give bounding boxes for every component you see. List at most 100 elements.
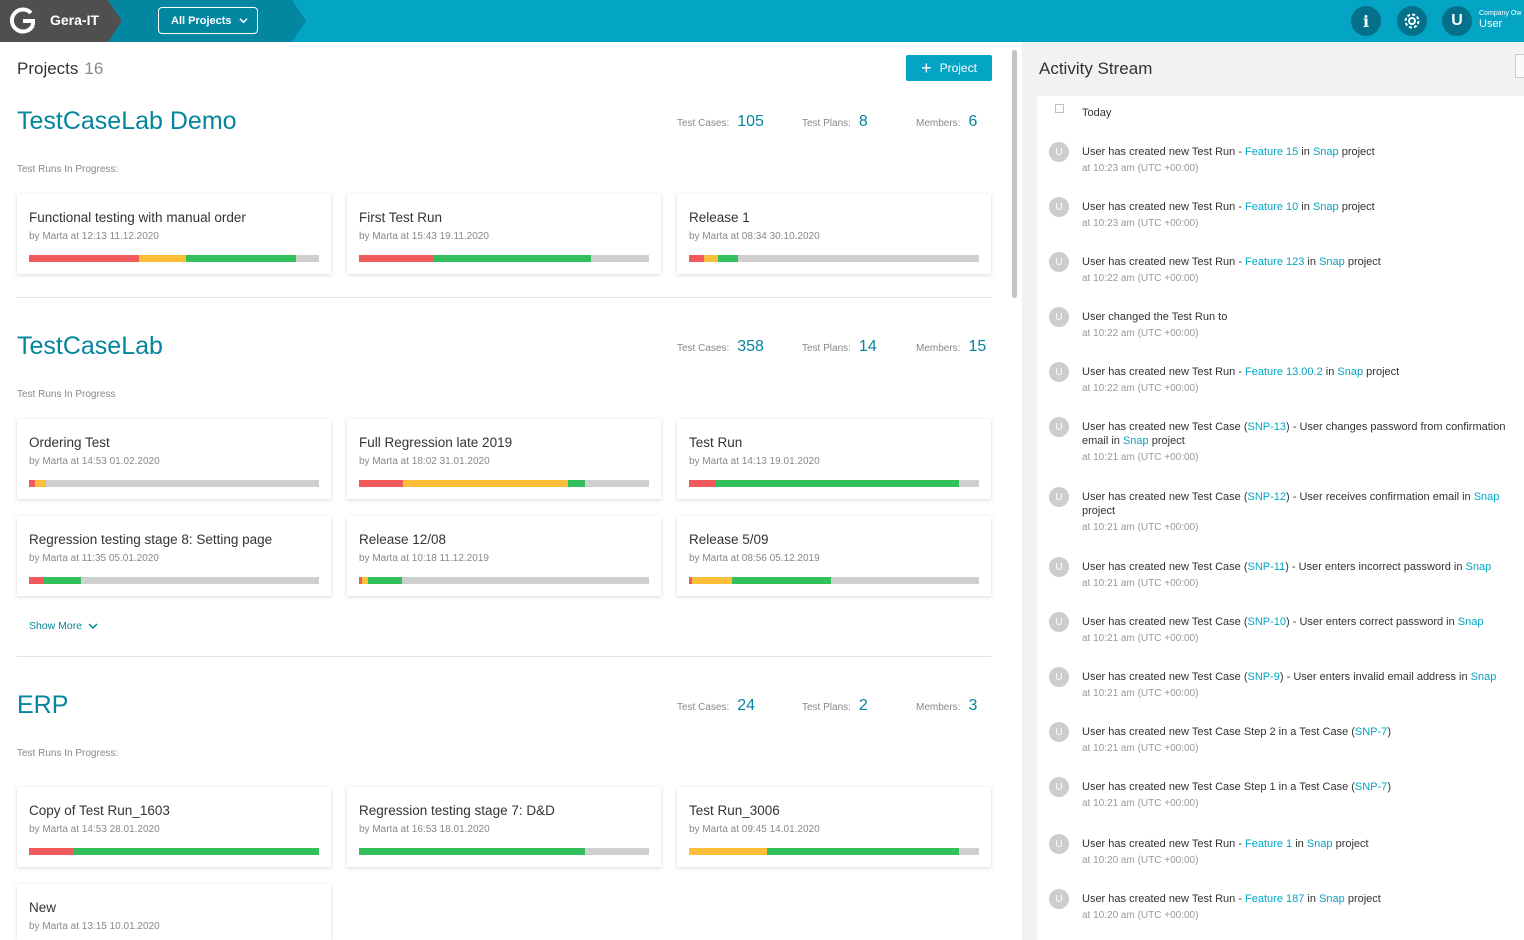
user-avatar-button[interactable]: U bbox=[1442, 6, 1472, 36]
user-avatar[interactable]: U bbox=[1049, 612, 1069, 632]
stat-label: Test Cases: bbox=[677, 702, 730, 713]
test-run-card[interactable]: Regression testing stage 7: D&D by Marta… bbox=[347, 787, 661, 867]
settings-button[interactable] bbox=[1397, 6, 1427, 36]
progress-segment-green bbox=[732, 577, 832, 584]
test-run-card[interactable]: Full Regression late 2019 by Marta at 18… bbox=[347, 419, 661, 499]
activity-link[interactable]: Snap bbox=[1122, 435, 1149, 447]
test-run-card[interactable]: Release 1 by Marta at 08:34 30.10.2020 bbox=[677, 194, 991, 274]
user-avatar[interactable]: U bbox=[1049, 142, 1069, 162]
progress-segment-green bbox=[367, 577, 403, 584]
activity-text-part: ) bbox=[1387, 726, 1391, 738]
user-avatar[interactable]: U bbox=[1049, 667, 1069, 687]
activity-link[interactable]: SNP-10 bbox=[1247, 616, 1287, 628]
test-run-card[interactable]: First Test Run by Marta at 15:43 19.11.2… bbox=[347, 194, 661, 274]
user-avatar[interactable]: U bbox=[1049, 487, 1069, 507]
activity-link[interactable]: Snap bbox=[1465, 561, 1492, 573]
activity-text-part: project bbox=[1082, 505, 1116, 517]
user-avatar[interactable]: U bbox=[1049, 252, 1069, 272]
progress-bar bbox=[29, 255, 319, 262]
user-avatar[interactable]: U bbox=[1049, 777, 1069, 797]
user-avatar[interactable]: U bbox=[1049, 197, 1069, 217]
stat-value[interactable]: 105 bbox=[737, 113, 764, 130]
user-avatar[interactable]: U bbox=[1049, 307, 1069, 327]
test-run-card[interactable]: Ordering Test by Marta at 14:53 01.02.20… bbox=[17, 419, 331, 499]
activity-link[interactable]: Feature 1 bbox=[1245, 838, 1293, 850]
gera-logo-icon[interactable] bbox=[9, 7, 37, 35]
test-run-card[interactable]: Release 12/08 by Marta at 10:18 11.12.20… bbox=[347, 516, 661, 596]
activity-link[interactable]: Snap bbox=[1470, 671, 1497, 683]
activity-link[interactable]: Feature 187 bbox=[1245, 893, 1305, 905]
stat-value[interactable]: 358 bbox=[737, 338, 764, 355]
activity-link[interactable]: Snap bbox=[1457, 616, 1484, 628]
project-name[interactable]: TestCaseLab Demo bbox=[17, 107, 237, 135]
stat-value[interactable]: 14 bbox=[858, 338, 877, 355]
activity-link[interactable]: Feature 13.00.2 bbox=[1245, 366, 1323, 378]
chevron-down-icon bbox=[88, 623, 98, 630]
stat-value[interactable]: 15 bbox=[968, 338, 987, 355]
activity-link[interactable]: Snap bbox=[1319, 893, 1345, 905]
test-run-card[interactable]: Functional testing with manual order by … bbox=[17, 194, 331, 274]
activity-link[interactable]: Snap bbox=[1306, 838, 1333, 850]
activity-link[interactable]: Feature 123 bbox=[1245, 256, 1305, 268]
info-button[interactable]: i bbox=[1351, 6, 1381, 36]
activity-link[interactable]: Feature 15 bbox=[1245, 146, 1299, 158]
activity-timestamp: at 10:22 am (UTC +00:00) bbox=[1082, 383, 1199, 394]
stat-value[interactable]: 8 bbox=[858, 113, 868, 130]
company-name: Company Ow bbox=[1479, 10, 1522, 17]
activity-text-part: User has created new Test Run - bbox=[1082, 838, 1246, 850]
user-avatar[interactable]: U bbox=[1049, 557, 1069, 577]
test-run-title: New bbox=[29, 900, 57, 915]
test-run-card[interactable]: New by Marta at 13:15 10.01.2020 bbox=[17, 884, 331, 940]
activity-link[interactable]: SNP-9 bbox=[1247, 671, 1280, 683]
test-run-meta: by Marta at 08:56 05.12.2019 bbox=[689, 553, 820, 564]
show-more-label: Show More bbox=[29, 620, 83, 632]
activity-link[interactable]: SNP-13 bbox=[1247, 421, 1287, 433]
activity-link[interactable]: SNP-11 bbox=[1247, 561, 1286, 573]
stat-label: Test Plans: bbox=[802, 343, 851, 354]
add-project-button[interactable]: + Project bbox=[906, 55, 992, 81]
brand-area: Gera-IT All Projects bbox=[0, 0, 306, 42]
activity-link[interactable]: Snap bbox=[1312, 146, 1339, 158]
activity-link[interactable]: Snap bbox=[1312, 201, 1339, 213]
user-avatar[interactable]: U bbox=[1049, 417, 1069, 437]
projects-scrollbar[interactable] bbox=[1012, 50, 1017, 298]
project-name[interactable]: ERP bbox=[17, 691, 69, 719]
user-avatar[interactable]: U bbox=[1049, 834, 1069, 854]
collapse-panel-handle[interactable] bbox=[1515, 54, 1524, 78]
test-run-card[interactable]: Copy of Test Run_1603 by Marta at 14:53 … bbox=[17, 787, 331, 867]
test-run-card[interactable]: Release 5/09 by Marta at 08:56 05.12.201… bbox=[677, 516, 991, 596]
stat-value[interactable]: 24 bbox=[737, 697, 756, 714]
user-menu[interactable]: Company Ow User bbox=[1479, 10, 1521, 30]
activity-link[interactable]: Snap bbox=[1337, 366, 1364, 378]
user-name: User bbox=[1479, 18, 1503, 30]
date-group-label: Today bbox=[1082, 107, 1112, 119]
progress-segment-green bbox=[767, 848, 959, 855]
activity-item: U User has created new Test Case (SNP-13)… bbox=[1037, 417, 1524, 472]
activity-link[interactable]: SNP-7 bbox=[1354, 726, 1388, 738]
test-run-card[interactable]: Test Run_3006 by Marta at 09:45 14.01.20… bbox=[677, 787, 991, 867]
show-more-link[interactable]: Show More bbox=[29, 620, 98, 632]
activity-text-part: ) - User enters correct password in bbox=[1286, 616, 1458, 628]
brand-name[interactable]: Gera-IT bbox=[50, 12, 100, 28]
project-name[interactable]: TestCaseLab bbox=[17, 332, 163, 360]
user-avatar[interactable]: U bbox=[1049, 362, 1069, 382]
test-run-card[interactable]: Test Run by Marta at 14:13 19.01.2020 bbox=[677, 419, 991, 499]
test-run-card[interactable]: Regression testing stage 8: Setting page… bbox=[17, 516, 331, 596]
project-select-dropdown[interactable]: All Projects bbox=[158, 7, 258, 34]
activity-link[interactable]: Snap bbox=[1319, 256, 1345, 268]
stat-value[interactable]: 3 bbox=[968, 697, 978, 714]
activity-link[interactable]: SNP-12 bbox=[1247, 491, 1287, 503]
test-run-title: Regression testing stage 7: D&D bbox=[359, 803, 555, 818]
activity-text-part: User has created new Test Case ( bbox=[1082, 561, 1248, 573]
activity-link[interactable]: Feature 10 bbox=[1245, 201, 1299, 213]
activity-link[interactable]: Snap bbox=[1473, 491, 1500, 503]
stat-value[interactable]: 2 bbox=[858, 697, 868, 714]
stat-value[interactable]: 6 bbox=[968, 113, 978, 130]
activity-text: User changed the Test Run to bbox=[1082, 310, 1514, 324]
activity-link[interactable]: SNP-7 bbox=[1354, 781, 1388, 793]
progress-segment-red bbox=[29, 848, 73, 855]
test-run-meta: by Marta at 14:13 19.01.2020 bbox=[689, 456, 820, 467]
user-avatar[interactable]: U bbox=[1049, 889, 1069, 909]
user-avatar[interactable]: U bbox=[1049, 722, 1069, 742]
activity-text: User has created new Test Run - Feature … bbox=[1082, 145, 1514, 159]
